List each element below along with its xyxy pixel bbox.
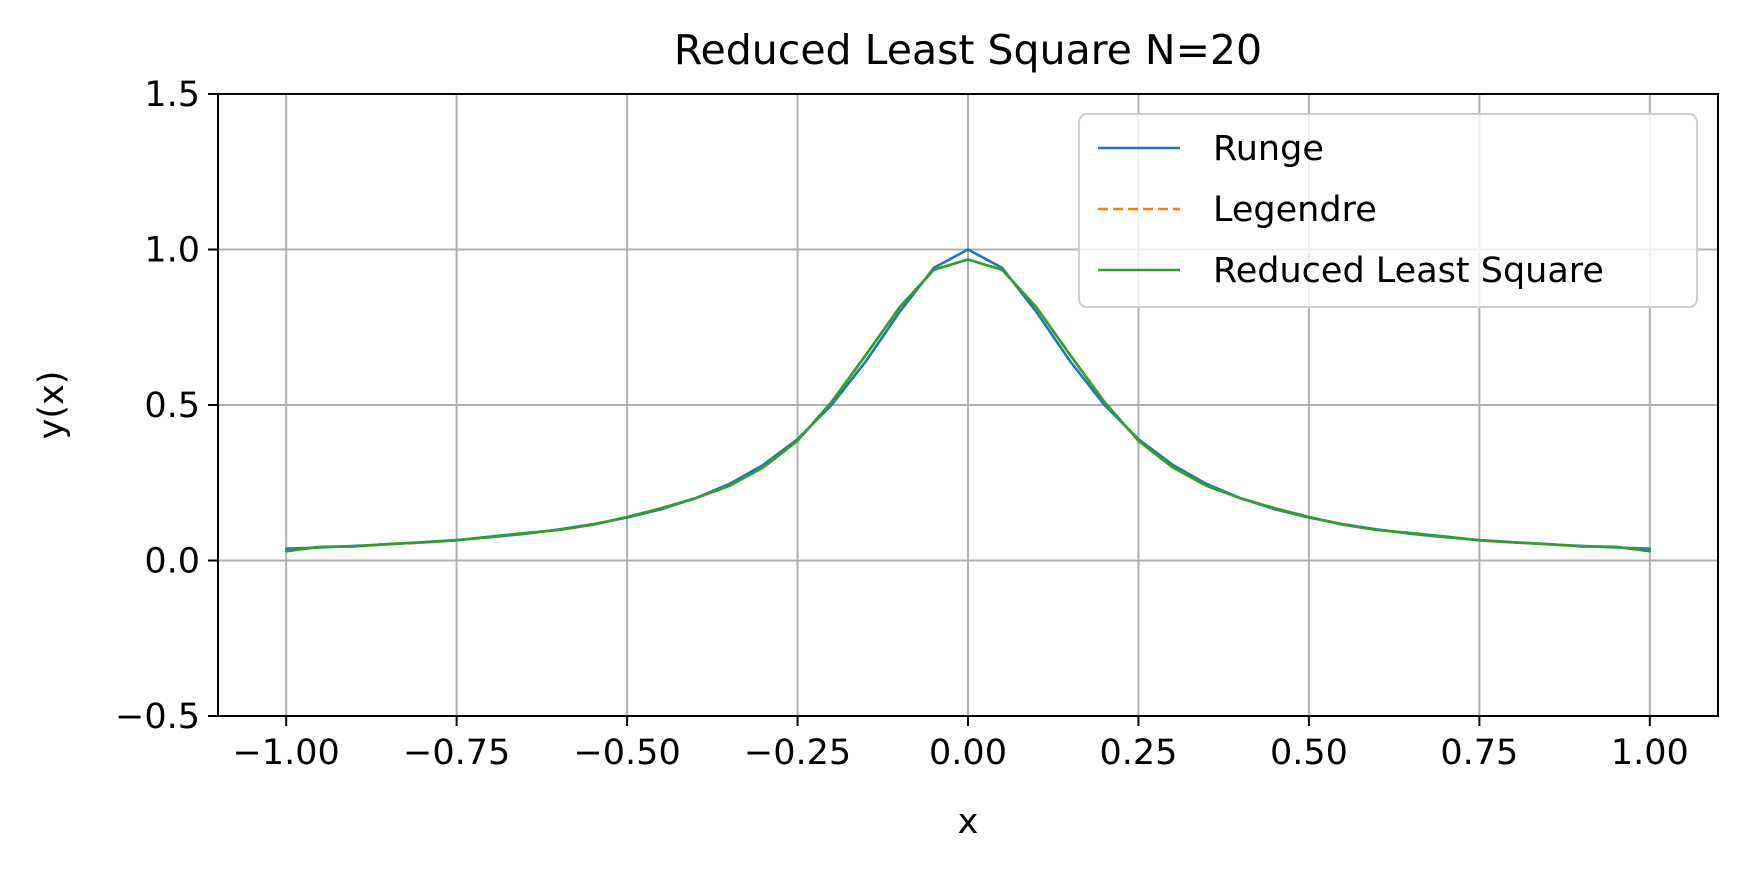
x-tick-label: 0.25 — [1099, 733, 1177, 773]
x-tick-label: 0.50 — [1270, 733, 1348, 773]
legend: Runge Legendre Reduced Least Square — [1078, 113, 1698, 308]
plot-lines — [284, 248, 1652, 553]
x-tick-label: −0.75 — [403, 733, 510, 773]
legend-label: Runge — [1213, 129, 1324, 169]
y-axis-label: y(x) — [32, 371, 72, 440]
x-tick-label: −0.50 — [573, 733, 680, 773]
y-tick-label: 0.5 — [144, 386, 200, 426]
legend-label: Reduced Least Square — [1213, 251, 1604, 291]
chart-title: Reduced Least Square N=20 — [674, 26, 1262, 74]
x-tick-label: −1.00 — [233, 733, 340, 773]
x-axis-label: x — [958, 802, 979, 842]
legend-entries: Runge Legendre Reduced Least Square — [1098, 129, 1604, 291]
x-tick-label: −0.25 — [744, 733, 851, 773]
y-tick-label: −0.5 — [115, 697, 200, 737]
series-line-3 — [284, 258, 1652, 553]
y-axis-ticks: −0.5 0.0 0.5 1.0 1.5 — [115, 75, 218, 737]
y-tick-label: 1.5 — [144, 75, 200, 115]
x-axis-ticks: −1.00 −0.75 −0.50 −0.25 0.00 0.25 0.50 0.75 1.00 — [233, 716, 1689, 773]
y-tick-label: 0.0 — [144, 542, 200, 582]
legend-label: Legendre — [1213, 190, 1377, 230]
x-tick-label: 0.00 — [929, 733, 1007, 773]
y-tick-label: 1.0 — [144, 231, 200, 271]
x-tick-label: 1.00 — [1611, 733, 1689, 773]
legend-box — [1078, 113, 1698, 308]
x-tick-label: 0.75 — [1440, 733, 1518, 773]
